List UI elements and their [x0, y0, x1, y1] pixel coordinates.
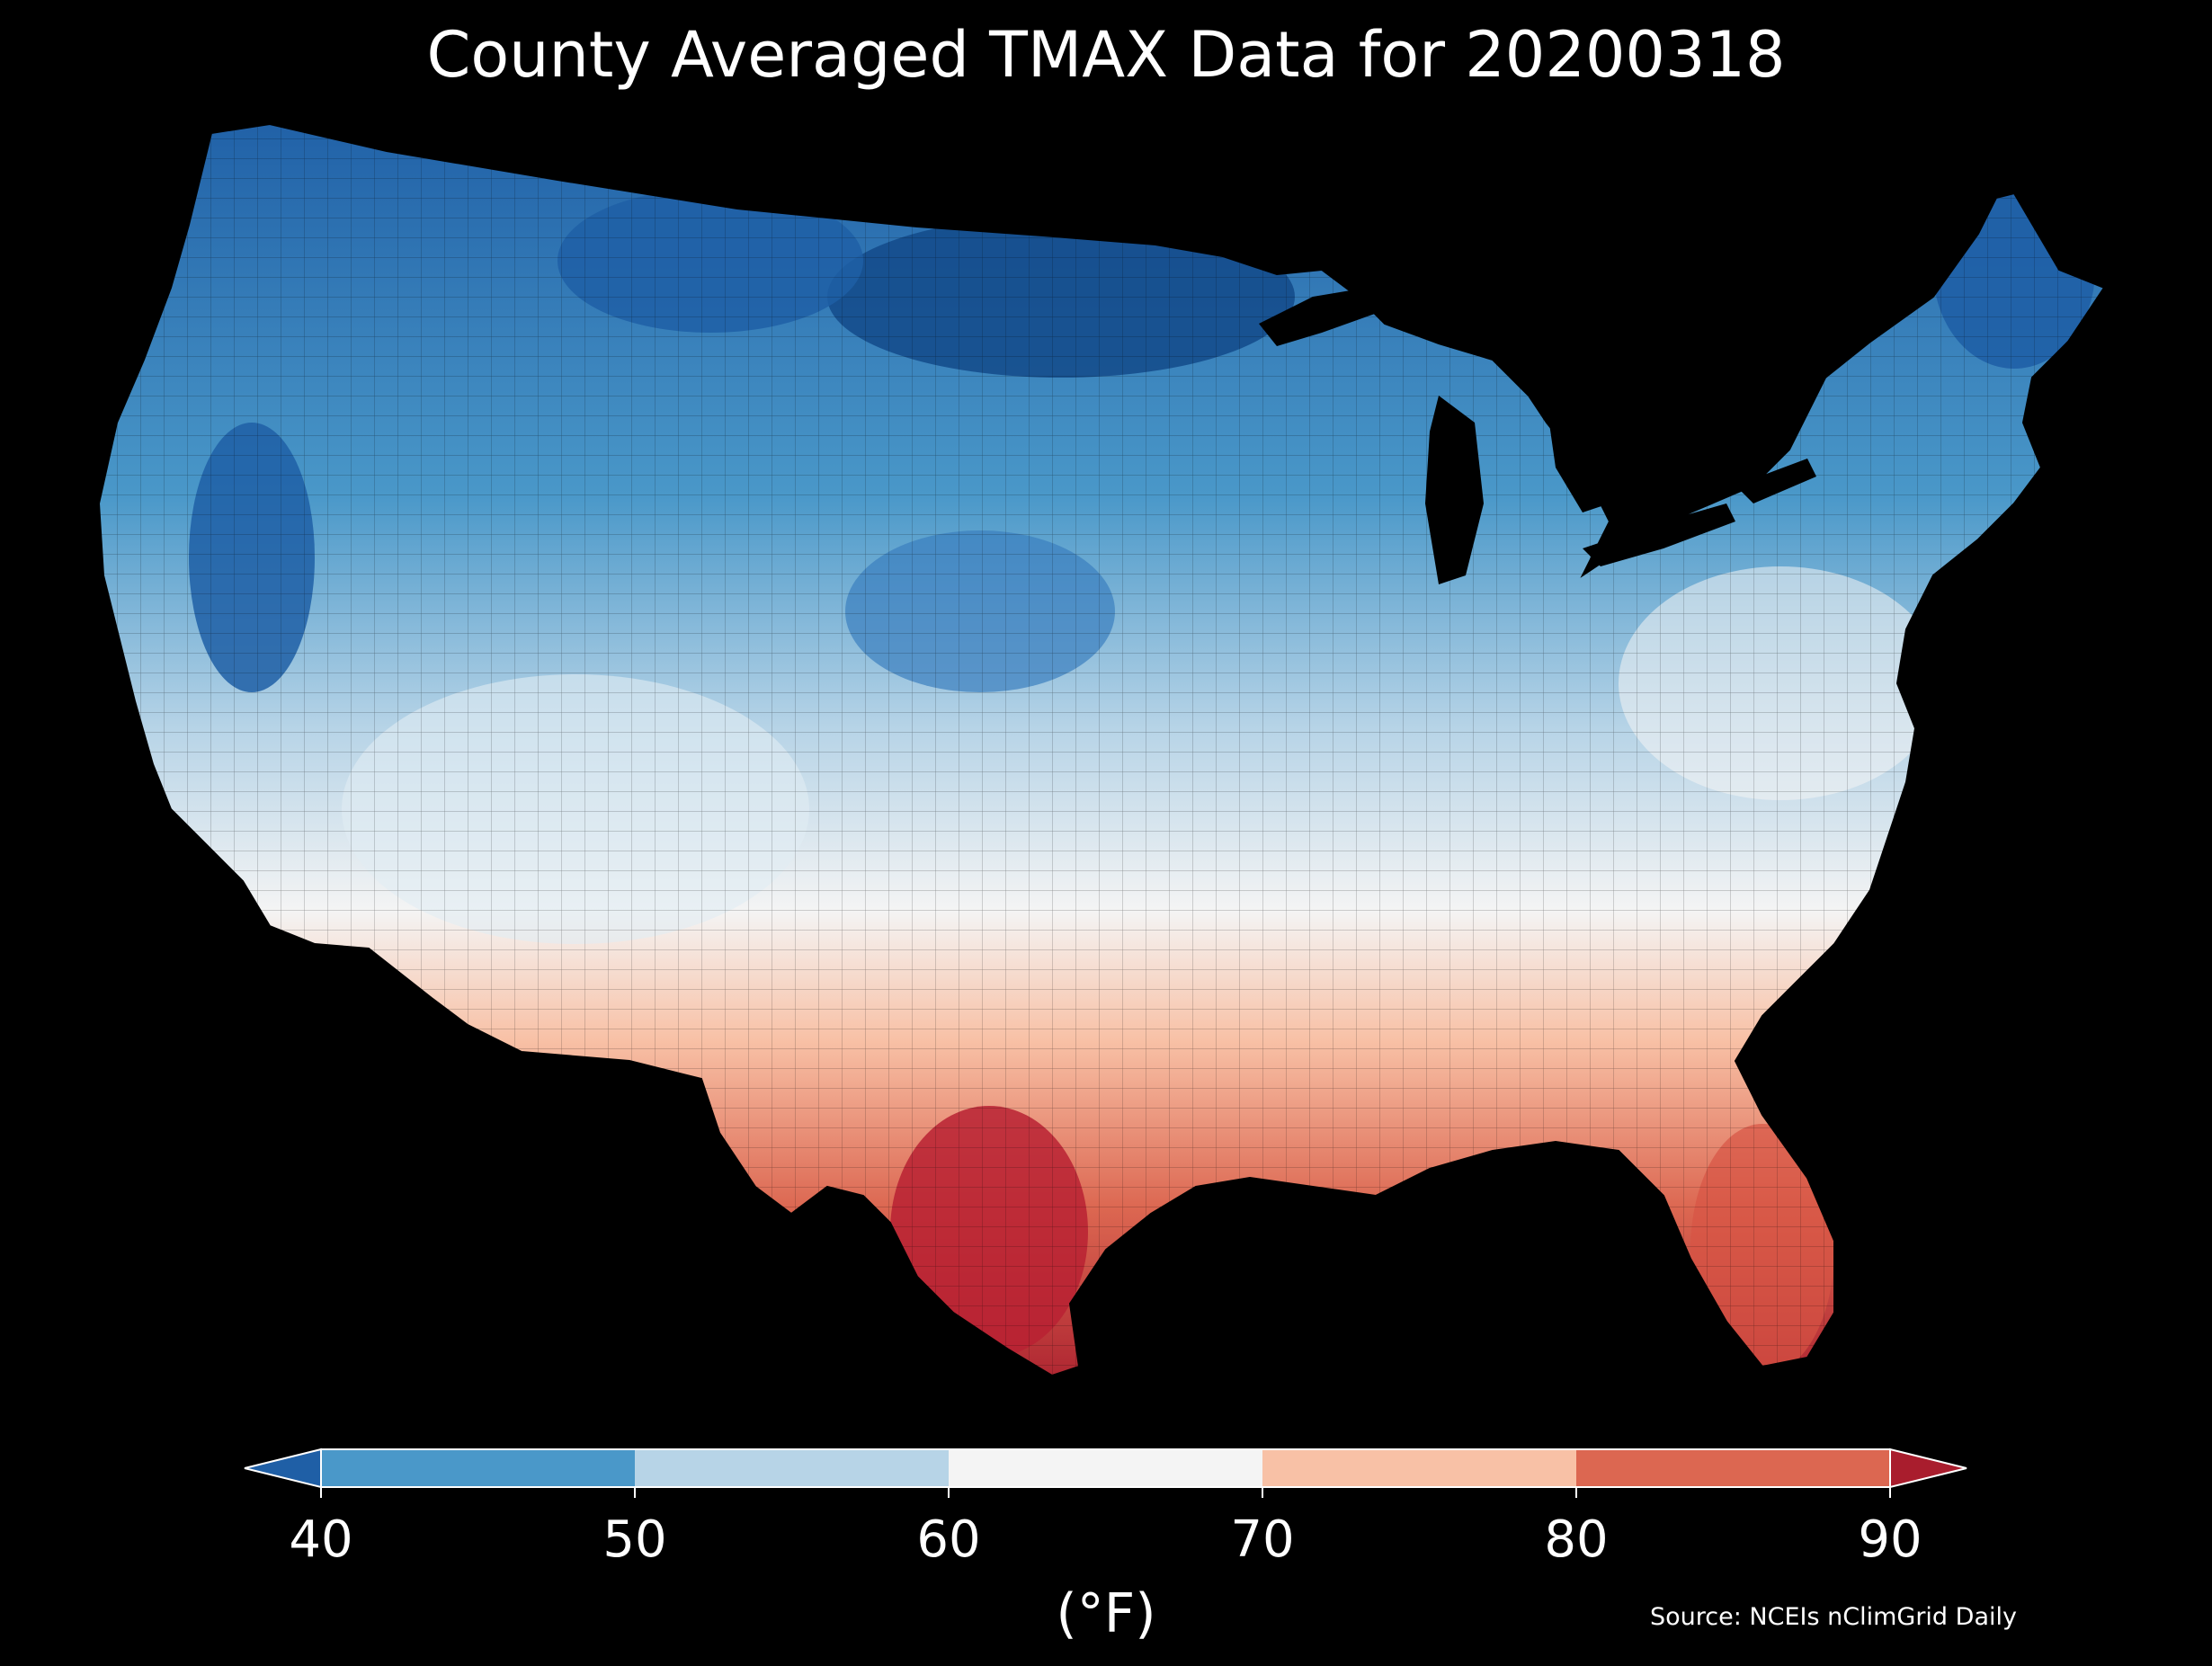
colorbar-bin-40-50: [321, 1449, 635, 1487]
colorbar-frame: [320, 1448, 1891, 1488]
temperature-fill: [99, 124, 2104, 1376]
colorbar-bin-80-90: [1576, 1449, 1890, 1487]
colorbar-bin-70-80: [1262, 1449, 1576, 1487]
colorbar-bin-50-60: [635, 1449, 949, 1487]
colorbar-tick-label: 90: [1858, 1510, 1922, 1569]
colorbar-tick-label: 50: [602, 1510, 667, 1569]
colorbar-over-arrow: [1889, 1448, 1967, 1489]
colorbar-unit-label: (°F): [1056, 1582, 1156, 1645]
colorbar-under-arrow: [244, 1448, 322, 1489]
colorbar-tick-label: 80: [1544, 1510, 1609, 1569]
colorbar-tick-label: 70: [1230, 1510, 1295, 1569]
great-lakes: [1259, 288, 1816, 584]
source-note: Source: NCEIs nClimGrid Daily: [1650, 1603, 2017, 1631]
colorbar-bin-60-70: [949, 1449, 1262, 1487]
colorbar-tick-label: 40: [289, 1510, 353, 1569]
colorbar-tick-label: 60: [916, 1510, 981, 1569]
colorbar: [244, 1448, 1967, 1498]
chart-title: County Averaged TMAX Data for 20200318: [426, 18, 1786, 92]
